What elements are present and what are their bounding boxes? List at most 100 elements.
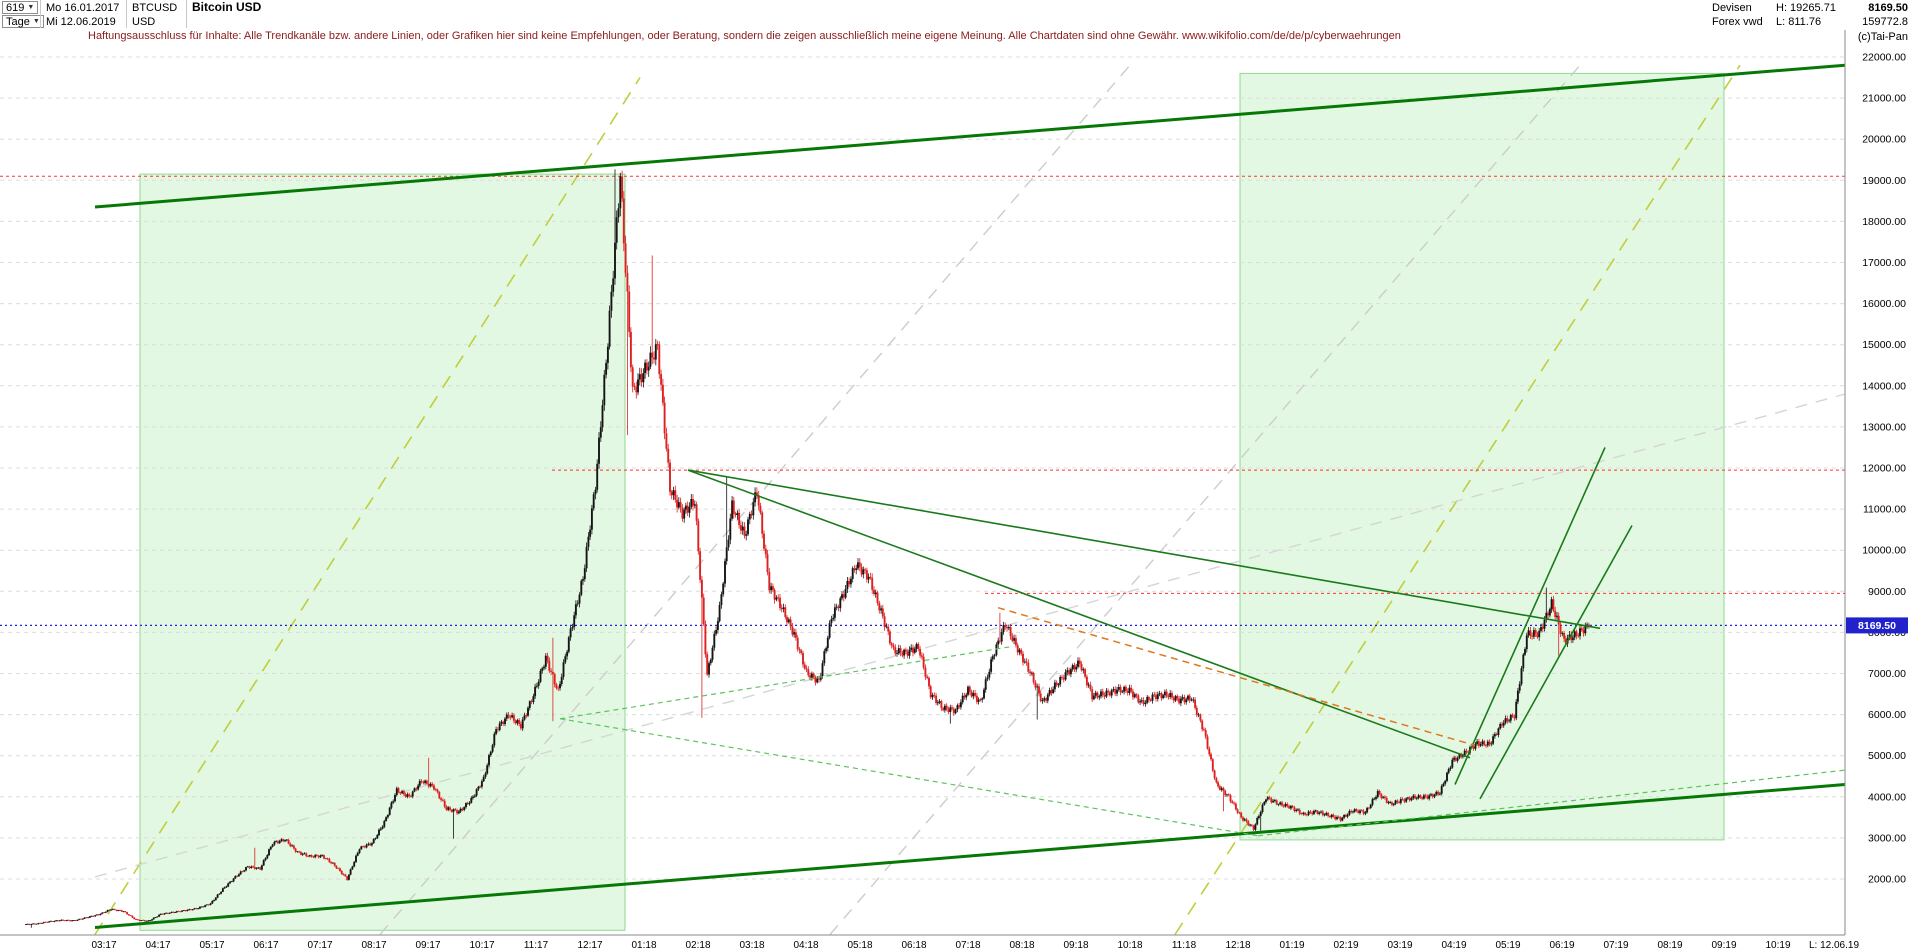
x-axis-label: 05:19 xyxy=(1495,940,1520,951)
x-axis-label: 10:19 xyxy=(1765,940,1790,951)
y-axis-label: 3000.00 xyxy=(1868,832,1906,844)
header-divider xyxy=(126,0,127,28)
x-axis-label: 12:18 xyxy=(1225,940,1250,951)
downtrend-resistance-shallow xyxy=(687,469,1601,630)
currency-code: USD xyxy=(132,16,156,28)
x-axis-label: 06:18 xyxy=(901,940,926,951)
y-axis-label: 14000.00 xyxy=(1862,380,1906,392)
horizontal-levels xyxy=(0,175,1845,627)
y-axis-label: 6000.00 xyxy=(1868,709,1906,721)
chevron-down-icon: ▼ xyxy=(32,17,40,25)
rally-channel-lower xyxy=(1479,525,1633,800)
data-source-label: Forex vwd xyxy=(1712,16,1763,28)
x-axis-label: 08:19 xyxy=(1657,940,1682,951)
x-axis-label: 01:18 xyxy=(631,940,656,951)
y-axis-label: 17000.00 xyxy=(1862,257,1906,269)
x-axis-label: 08:17 xyxy=(361,940,386,951)
x-axis-label: 11:17 xyxy=(524,940,549,951)
chevron-down-icon: ▼ xyxy=(27,3,35,11)
shaded-zone-2019 xyxy=(1239,72,1725,841)
market-label: Devisen xyxy=(1712,2,1752,14)
chart-header: 619 ▼ Tage ▼ Mo 16.01.2017 Mi 12.06.2019… xyxy=(0,0,1912,28)
y-axis-label: 16000.00 xyxy=(1862,298,1906,310)
period-high-value: H: 19265.71 xyxy=(1776,2,1836,14)
x-axis-label: 06:19 xyxy=(1549,940,1574,951)
x-axis-label: 04:18 xyxy=(793,940,818,951)
up-candle-bodies xyxy=(25,176,1589,925)
x-axis-label: 09:17 xyxy=(415,940,440,951)
y-axis-label: 5000.00 xyxy=(1868,750,1906,762)
y-axis-label: 20000.00 xyxy=(1862,134,1906,146)
x-axis-label: 07:17 xyxy=(307,940,332,951)
bars-count-dropdown[interactable]: 619 ▼ xyxy=(2,1,39,14)
x-axis-label: 12:17 xyxy=(577,940,602,951)
header-divider xyxy=(186,0,187,28)
x-axis-label: 04:17 xyxy=(145,940,170,951)
y-axis-label: 11000.00 xyxy=(1863,504,1906,516)
lows-connector xyxy=(559,718,1259,837)
x-axis-label: 10:17 xyxy=(469,940,494,951)
instrument-title: Bitcoin USD xyxy=(192,0,262,14)
y-axis-label: 19000.00 xyxy=(1862,175,1906,187)
x-axis-label: 03:18 xyxy=(739,940,764,951)
y-axis-label: 13000.00 xyxy=(1862,421,1906,433)
x-axis-label: 02:19 xyxy=(1333,940,1358,951)
candlesticks xyxy=(25,169,1590,928)
downtrend-resistance-steep xyxy=(687,469,1471,759)
y-axis-label: 7000.00 xyxy=(1868,668,1906,680)
x-axis-label: 05:17 xyxy=(199,940,224,951)
x-axis-label: 04:19 xyxy=(1441,940,1466,951)
x-axis-label: 08:18 xyxy=(1009,940,1034,951)
x-axis-label: 09:19 xyxy=(1711,940,1736,951)
mid2018-support xyxy=(559,646,1011,720)
y-axis-label: 9000.00 xyxy=(1868,586,1906,598)
bars-count-value: 619 xyxy=(6,1,25,14)
x-axis-label: 09:18 xyxy=(1063,940,1088,951)
down-candle-bodies xyxy=(28,176,1590,925)
range-end-date: Mi 12.06.2019 xyxy=(46,16,116,28)
lower-channel-line xyxy=(94,783,1846,929)
y-axis-label: 12000.00 xyxy=(1862,463,1906,475)
x-axis-label: 07:18 xyxy=(955,940,980,951)
last-date-label: L: 12.06.19 xyxy=(1809,940,1859,951)
x-axis-label: 02:18 xyxy=(685,940,710,951)
shaded-zone-2017 xyxy=(139,173,626,931)
trendlines xyxy=(94,63,1846,929)
period-low-value: L: 811.76 xyxy=(1776,16,1822,28)
x-axis-label: 01:19 xyxy=(1279,940,1304,951)
y-axis-label: 15000.00 xyxy=(1862,339,1906,351)
price-tag-value: 8169.50 xyxy=(1858,620,1896,632)
timeframe-dropdown[interactable]: Tage ▼ xyxy=(2,15,44,28)
x-axis-label: 07:19 xyxy=(1603,940,1628,951)
shaded-regions xyxy=(139,72,1725,931)
volume-value: 159772.8 xyxy=(1862,16,1908,28)
y-axis-label: 21000.00 xyxy=(1862,93,1906,105)
gray-fan-2 xyxy=(829,64,1581,935)
y-axis-label: 18000.00 xyxy=(1862,216,1906,228)
x-axis-label: 06:17 xyxy=(253,940,278,951)
upper-channel-line xyxy=(94,63,1846,209)
copyright-label: (c)Tai-Pan xyxy=(1857,31,1908,43)
y-axis-label: 22000.00 xyxy=(1862,52,1906,64)
olive-fan-right xyxy=(1174,64,1741,935)
x-axis-label: 03:19 xyxy=(1387,940,1412,951)
range-start-date: Mo 16.01.2017 xyxy=(46,2,120,14)
symbol-code: BTCUSD xyxy=(132,2,178,14)
y-axis-label: 4000.00 xyxy=(1868,791,1906,803)
x-axis-label: 10:18 xyxy=(1117,940,1142,951)
timeframe-value: Tage xyxy=(6,15,30,28)
last-price-value: 8169.50 xyxy=(1868,2,1908,14)
gridlines xyxy=(0,56,1845,880)
last-price-tag: 8169.50 xyxy=(1846,617,1908,634)
gray-shallow-diagonal xyxy=(94,393,1846,878)
y-axis-label: 2000.00 xyxy=(1868,874,1906,886)
x-axis-label: 05:18 xyxy=(847,940,872,951)
y-axis-label: 10000.00 xyxy=(1862,545,1906,557)
olive-fan-left xyxy=(94,77,641,935)
orange-resistance xyxy=(997,606,1476,747)
disclaimer-text: Haftungsausschluss für Inhalte: Alle Tre… xyxy=(88,30,1401,42)
x-axis-label: 11:18 xyxy=(1172,940,1197,951)
x-axis-label: 03:17 xyxy=(91,940,116,951)
